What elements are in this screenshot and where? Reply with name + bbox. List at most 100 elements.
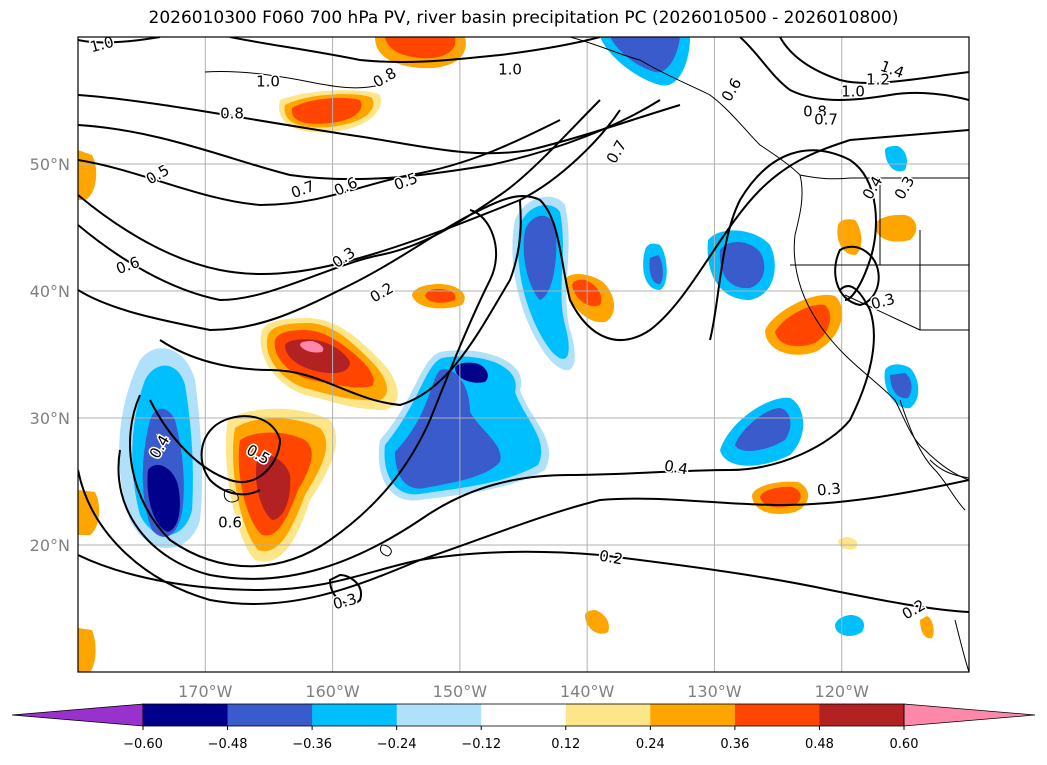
neg-anomaly-bc	[885, 146, 908, 172]
alaska-coast	[569, 37, 969, 180]
colorbar-extend-high	[903, 703, 1036, 727]
colorbar-tick-label: 0.60	[890, 737, 919, 752]
neg-anomaly-plume-core	[523, 215, 557, 300]
lon-tick-label: 140°W	[560, 682, 615, 701]
pv-contour-3	[78, 119, 561, 207]
pos-anomaly-south-core	[760, 486, 801, 508]
colorbar-swatch	[143, 704, 229, 726]
pv-contour-label: 0.7	[814, 111, 838, 129]
pv-contour-label: 0.6	[114, 253, 143, 278]
map-frame	[77, 36, 970, 673]
coastlines	[204, 37, 969, 672]
pv-contour-14	[739, 37, 969, 101]
colorbar-swatch	[734, 704, 820, 726]
lon-tick-label: 120°W	[815, 682, 870, 701]
pv-contour-label: 0.6	[718, 75, 746, 105]
pos-anomaly-alaska-gulf-core	[291, 97, 362, 124]
pos-anomaly-hawaii	[78, 490, 100, 535]
pos-anomaly-nevada	[875, 214, 917, 242]
map-gridlines	[78, 37, 969, 672]
pv-contour-label: 0.6	[218, 514, 242, 532]
neg-anomaly-west-max	[147, 465, 180, 532]
colorbar-tick-label: 0.36	[720, 737, 749, 752]
lat-tick-label: 20°N	[30, 536, 70, 555]
pv-contour-label: 0.4	[663, 457, 690, 479]
pos-anomaly-north-max	[285, 339, 350, 374]
colorbar-swatch	[481, 704, 567, 726]
pv-contour-label: 1.0	[841, 83, 865, 101]
neg-anomaly-central-core	[395, 369, 501, 489]
colorbar-tick-label: 0.24	[636, 737, 665, 752]
pv-contour-8	[149, 399, 282, 496]
colorbar-extend-low	[11, 703, 144, 727]
pv-contour-label: 0.5	[392, 169, 421, 194]
lat-tick-label: 50°N	[30, 155, 70, 174]
pos-anomaly-mid2-core	[425, 289, 456, 303]
pv-contour-label: 1.0	[88, 33, 116, 57]
pv-contour-label: 0.7	[289, 177, 318, 202]
pos-anomaly-edge	[78, 150, 97, 200]
longitude-labels: 170°W 160°W 150°W 140°W 130°W 120°W	[178, 682, 869, 701]
pv-contour-label: 1.0	[256, 73, 280, 91]
pv-contour-label: 0.3	[331, 590, 359, 614]
pv-contour-16	[328, 573, 362, 605]
pv-contour-17	[834, 245, 880, 307]
mexico-coast	[929, 459, 969, 479]
pos-anomaly-tiny3	[838, 537, 858, 550]
pos-anomaly-central-max	[255, 454, 291, 520]
colorbar-tick-label: 0.48	[805, 737, 834, 752]
colorbar-outline	[142, 703, 905, 727]
colorbar-tick-label: 0.12	[551, 737, 580, 752]
neg-anomaly-ne-core	[719, 241, 765, 289]
pos-anomaly-coast-core	[775, 304, 831, 347]
pv-contour-label: 0.3	[869, 290, 897, 314]
pv-contour-label: 0.8	[803, 103, 827, 121]
neg-anomaly-se-core	[735, 408, 791, 452]
colorbar-swatch	[650, 704, 736, 726]
lon-tick-label: 160°W	[305, 682, 360, 701]
pos-anomaly-tiny2	[920, 616, 934, 639]
pos-anomaly-north-peak	[300, 341, 324, 353]
lon-tick-label: 130°W	[687, 682, 742, 701]
colorbar-swatch	[396, 704, 482, 726]
colorbar: −0.60 −0.48 −0.36 −0.24 −0.12 0.12 0.24 0.36 0.4…	[11, 703, 1036, 752]
hawaii1	[223, 489, 239, 503]
colorbar-tick-label: −0.24	[377, 737, 417, 752]
pv-contour-9	[129, 209, 498, 568]
colorbar-swatch	[312, 704, 398, 726]
lon-tick-label: 150°W	[433, 682, 488, 701]
mexico2	[954, 619, 969, 672]
pv-contour-12	[78, 550, 969, 613]
pv-contour-6	[78, 129, 969, 341]
pv-contour-label: 1.0	[498, 61, 522, 79]
lat-tick-label: 40°N	[30, 282, 70, 301]
pos-anomaly-top-core	[385, 37, 456, 59]
latitude-labels: 50°N 40°N 30°N 20°N	[30, 155, 70, 555]
pv-contour-13	[709, 149, 877, 341]
state-line4	[844, 294, 921, 331]
us-west-coast	[793, 174, 969, 481]
colorbar-tick-label: −0.60	[123, 737, 163, 752]
neg-anomaly-alaska-core	[610, 37, 680, 73]
pv-contour-18	[229, 37, 601, 64]
pv-contour-label: 0.3	[329, 243, 359, 271]
pv-contours	[78, 37, 969, 613]
lat-tick-label: 30°N	[30, 409, 70, 428]
state-line3	[919, 230, 969, 331]
pv-contour-label: 0.7	[603, 137, 631, 167]
baja	[899, 399, 966, 511]
neg-anomaly-small2	[649, 255, 663, 285]
map-title: 2026010300 F060 700 hPa PV, river basin …	[148, 8, 899, 28]
colorbar-swatch	[565, 704, 651, 726]
precip-shading	[78, 37, 934, 672]
pv-contour-label: 0.3	[891, 173, 919, 203]
pv-contour-10	[117, 285, 875, 580]
colorbar-tick-label: −0.36	[292, 737, 332, 752]
pv-contour-label: 0.4	[859, 173, 887, 203]
neg-anomaly-south	[835, 615, 865, 636]
aleutians	[204, 71, 381, 89]
pv-contour-7	[159, 199, 522, 407]
pv-contour-15	[779, 37, 969, 84]
pv-contour-label: 0.8	[220, 105, 244, 123]
